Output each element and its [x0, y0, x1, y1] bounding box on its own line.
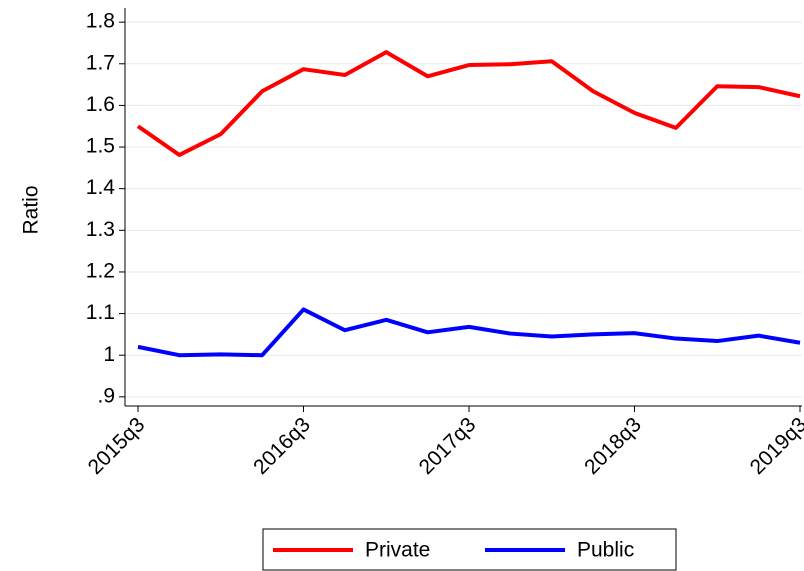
- line-series: [137, 307, 801, 358]
- y-tick-label: 1.6: [86, 93, 115, 116]
- y-tick-label: 1.1: [86, 301, 115, 324]
- y-tick-label: 1.4: [86, 176, 116, 199]
- y-tick-label: 1.2: [86, 259, 115, 282]
- y-tick-label: 1.8: [86, 10, 115, 33]
- legend-label: Public: [577, 539, 634, 562]
- legend-box: [262, 528, 677, 571]
- legend-label: Private: [365, 539, 430, 562]
- y-tick-label: .9: [97, 384, 115, 407]
- x-tick-label: 2015q3: [84, 413, 150, 479]
- x-tick-label: 2016q3: [249, 413, 315, 479]
- x-tick-label: 2018q3: [580, 413, 646, 479]
- y-tick-label: 1: [103, 343, 115, 366]
- x-tick-label: 2019q3: [746, 413, 804, 479]
- y-tick-label: 1.7: [86, 51, 115, 74]
- y-tick-label: 1.5: [86, 135, 115, 158]
- y-tick-label: 1.3: [86, 218, 115, 241]
- x-tick-label: 2017q3: [415, 413, 481, 479]
- y-axis-label: Ratio: [20, 185, 43, 234]
- line-series: [136, 50, 801, 157]
